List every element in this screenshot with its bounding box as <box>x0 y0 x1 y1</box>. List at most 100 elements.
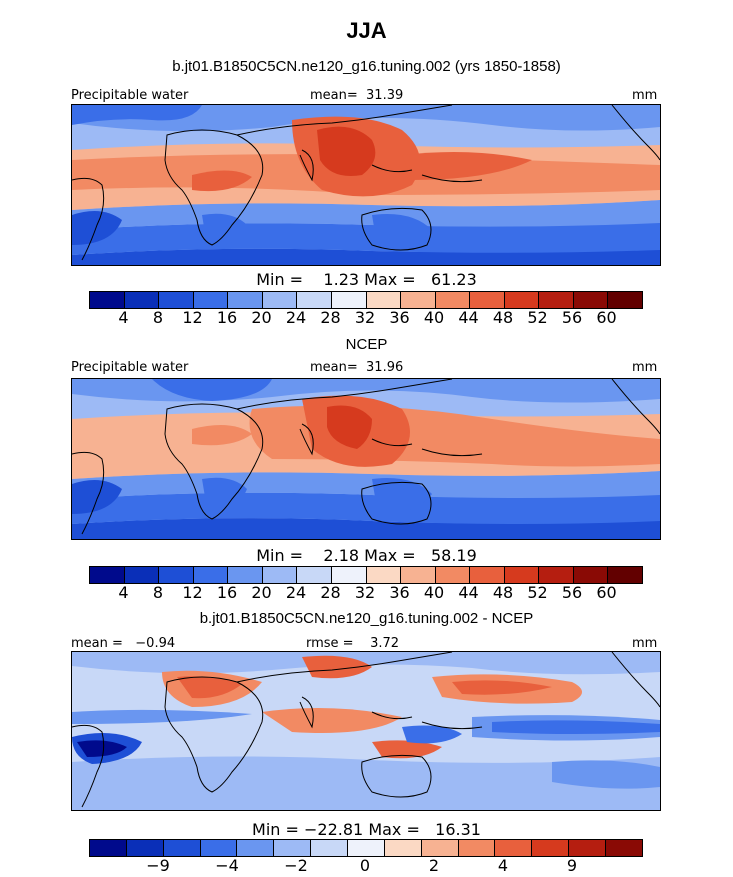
panel2-title: NCEP <box>345 336 388 353</box>
colorbar-swatch <box>539 292 574 308</box>
panel3-field <box>72 652 660 810</box>
colorbar-tick-label: 16 <box>216 308 238 327</box>
colorbar-swatch <box>573 292 609 308</box>
panel2-colorbar <box>89 566 643 584</box>
panel2-mean: mean= 31.96 <box>310 360 404 375</box>
colorbar-tick-label: 36 <box>389 583 410 602</box>
colorbar-tick-label: 9 <box>566 856 578 875</box>
panel1-field <box>72 105 660 265</box>
panel2-units: mm <box>632 360 658 375</box>
colorbar-tick-label: 48 <box>492 583 514 602</box>
colorbar-swatch <box>366 292 402 308</box>
panel3-colorbar <box>89 839 643 857</box>
panel1-map <box>71 104 661 266</box>
colorbar-tick-label: 60 <box>596 583 617 602</box>
colorbar-swatch <box>539 567 574 583</box>
panel3-mean: mean = −0.94 <box>71 636 176 651</box>
panel1-minmax: Min = 1.23 Max = 61.23 <box>256 270 477 289</box>
colorbar-swatch <box>124 567 160 583</box>
colorbar-swatch <box>435 567 471 583</box>
colorbar-swatch <box>297 292 332 308</box>
panel1-mean: mean= 31.39 <box>310 88 404 103</box>
page-title: JJA <box>346 18 387 43</box>
colorbar-tick-label: −9 <box>146 856 170 875</box>
colorbar-swatch <box>608 567 642 583</box>
colorbar-tick-label: 52 <box>527 308 548 327</box>
colorbar-tick-label: 40 <box>423 308 445 327</box>
colorbar-swatch <box>90 567 125 583</box>
colorbar-tick-label: 20 <box>251 308 272 327</box>
colorbar-tick-label: 44 <box>458 308 479 327</box>
colorbar-swatch <box>90 292 125 308</box>
panel2-field-label: Precipitable water <box>71 360 189 375</box>
colorbar-swatch <box>159 567 194 583</box>
colorbar-swatch <box>470 567 505 583</box>
colorbar-tick-label: 28 <box>320 308 341 327</box>
colorbar-swatch <box>193 567 229 583</box>
colorbar-swatch <box>159 292 194 308</box>
colorbar-swatch <box>608 292 642 308</box>
colorbar-tick-label: 12 <box>182 583 203 602</box>
colorbar-tick-label: 12 <box>182 308 203 327</box>
colorbar-swatch <box>401 567 436 583</box>
panel3-map <box>71 651 661 811</box>
colorbar-swatch <box>331 292 367 308</box>
colorbar-tick-label: 2 <box>428 856 440 875</box>
colorbar-swatch <box>262 567 298 583</box>
colorbar-tick-label: 56 <box>561 583 583 602</box>
colorbar-swatch <box>274 840 312 856</box>
colorbar-tick-label: 44 <box>458 583 479 602</box>
colorbar-swatch <box>163 840 201 856</box>
panel2-field <box>72 379 660 539</box>
colorbar-swatch <box>435 292 471 308</box>
colorbar-tick-label: 24 <box>285 308 307 327</box>
panel3-rmse: rmse = 3.72 <box>306 636 400 651</box>
colorbar-tick-label: 4 <box>118 308 129 327</box>
panel2-colorbar-ticks: 4 8 12 16 20 24 28 32 36 40 44 48 52 56 60 <box>89 582 641 602</box>
colorbar-swatch <box>458 840 496 856</box>
colorbar-swatch <box>366 567 402 583</box>
colorbar-swatch <box>606 840 642 856</box>
colorbar-tick-label: 32 <box>354 308 376 327</box>
panel2-map <box>71 378 661 540</box>
colorbar-swatch <box>495 840 533 856</box>
colorbar-swatch <box>421 840 459 856</box>
panel2-coastlines <box>72 379 660 535</box>
panel1-field-label: Precipitable water <box>71 88 189 103</box>
colorbar-tick-label: 32 <box>354 583 376 602</box>
colorbar-swatch <box>504 567 540 583</box>
panel1-units: mm <box>632 88 658 103</box>
colorbar-swatch <box>124 292 160 308</box>
colorbar-tick-label: 36 <box>389 308 410 327</box>
colorbar-swatch <box>262 292 298 308</box>
colorbar-swatch <box>331 567 367 583</box>
colorbar-tick-label: 20 <box>251 583 272 602</box>
colorbar-swatch <box>193 292 229 308</box>
colorbar-swatch <box>228 292 263 308</box>
colorbar-tick-label: −2 <box>284 856 308 875</box>
colorbar-tick-label: 4 <box>118 583 129 602</box>
panel3-title: b.jt01.B1850C5CN.ne120_g16.tuning.002 - … <box>199 610 534 627</box>
colorbar-tick-label: 48 <box>492 308 514 327</box>
colorbar-tick-label: 40 <box>423 583 445 602</box>
colorbar-swatch <box>569 840 607 856</box>
panel3-coastlines <box>72 652 660 808</box>
colorbar-swatch <box>470 292 505 308</box>
colorbar-swatch <box>573 567 609 583</box>
panel1-title: b.jt01.B1850C5CN.ne120_g16.tuning.002 (y… <box>172 58 561 75</box>
colorbar-swatch <box>297 567 332 583</box>
colorbar-swatch <box>348 840 385 856</box>
panel1-colorbar-ticks: 4 8 12 16 20 24 28 32 36 40 44 48 52 56 60 <box>89 307 641 327</box>
colorbar-swatch <box>126 840 164 856</box>
panel3-units: mm <box>632 636 658 651</box>
colorbar-swatch <box>237 840 275 856</box>
colorbar-tick-label: 24 <box>285 583 307 602</box>
panel2-minmax: Min = 2.18 Max = 58.19 <box>256 546 477 565</box>
colorbar-swatch <box>228 567 263 583</box>
colorbar-tick-label: 8 <box>152 308 164 327</box>
colorbar-tick-label: 0 <box>359 856 371 875</box>
colorbar-swatch <box>401 292 436 308</box>
colorbar-swatch <box>200 840 238 856</box>
colorbar-swatch <box>504 292 540 308</box>
colorbar-tick-label: 28 <box>320 583 341 602</box>
